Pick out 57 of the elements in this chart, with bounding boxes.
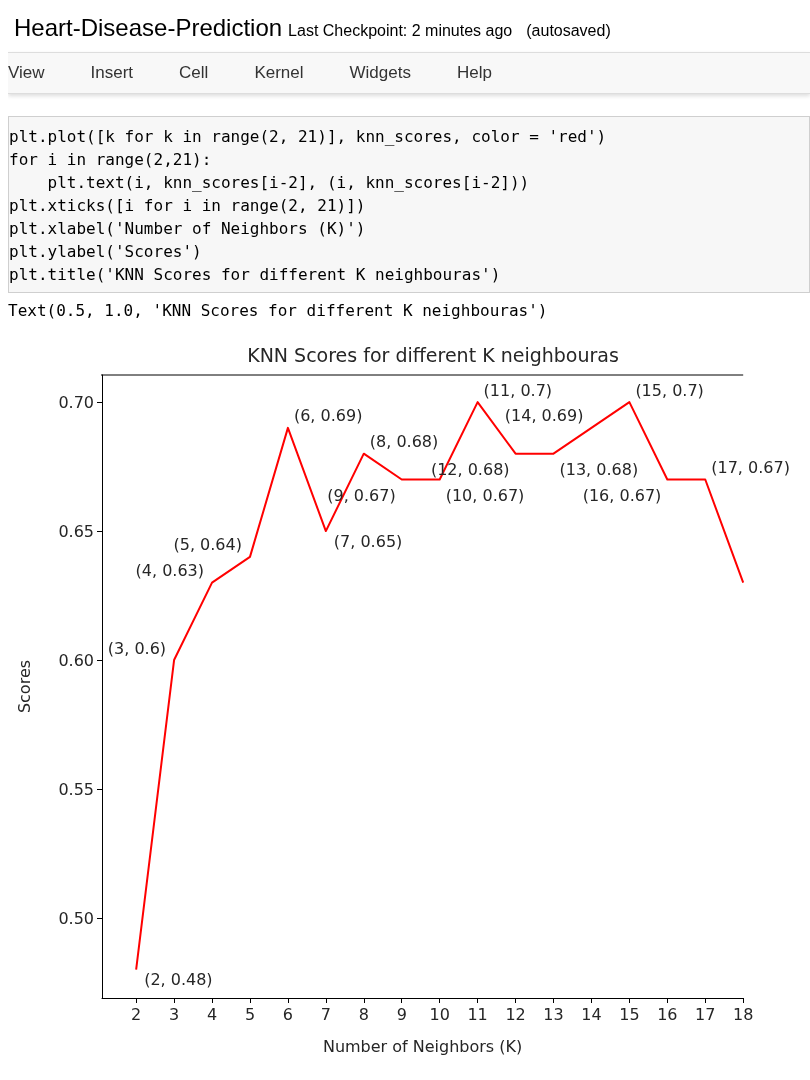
line-series (135, 401, 745, 971)
y-tick-label: 0.60 (58, 650, 94, 670)
data-label: (15, 0.7) (635, 380, 704, 400)
data-label: (14, 0.69) (504, 406, 584, 426)
x-tick-label: 13 (543, 1004, 564, 1024)
text: Insert (90, 63, 134, 83)
data-label: (13, 0.68) (559, 460, 639, 480)
y-axis-title: Scores (14, 659, 34, 714)
text: plt.xticks([i for i in range(2, 21)]) (9, 195, 367, 217)
text: Widgets (349, 63, 411, 83)
x-tick-label: 17 (695, 1004, 716, 1024)
text: Cell (179, 63, 209, 83)
x-tick-label: 11 (467, 1004, 488, 1024)
y-tick-label: 0.70 (58, 392, 94, 412)
data-label: (17, 0.67) (711, 457, 790, 477)
x-tick-label: 7 (320, 1004, 331, 1024)
x-tick-label: 5 (244, 1004, 256, 1024)
x-tick-label: 8 (358, 1004, 369, 1024)
x-tick-label: 6 (282, 1004, 293, 1024)
x-tick-label: 14 (581, 1004, 602, 1024)
text: plt.text(i, knn_scores[i-2], (i, knn_scores[i-2])) (46, 172, 531, 194)
chart-title: KNN Scores for different K neighbouras (247, 343, 619, 366)
data-label: (11, 0.7) (483, 380, 553, 400)
data-label: (4, 0.63) (135, 561, 205, 581)
data-label: (7, 0.65) (333, 531, 403, 551)
data-label: (3, 0.6) (107, 638, 167, 658)
x-tick-label: 4 (206, 1004, 218, 1024)
x-tick-label: 18 (733, 1004, 754, 1024)
text: plt.xlabel('Number of Neighbors (K)') (9, 218, 367, 240)
data-label: (5, 0.64) (173, 535, 242, 555)
text: Text(0.5, 1.0, 'KNN Scores for different K neighbouras') (8, 301, 549, 320)
y-tick-label: 0.65 (58, 521, 94, 541)
y-tick-label: 0.50 (58, 908, 94, 928)
data-label: (16, 0.67) (582, 485, 662, 505)
data-label: (10, 0.67) (445, 485, 525, 505)
text: Help (456, 63, 492, 83)
x-tick-label: 10 (429, 1004, 450, 1024)
x-tick-label: 16 (657, 1004, 678, 1024)
text: View (8, 63, 45, 83)
text: Kernel (254, 63, 304, 83)
text: for i in range(2,21): (9, 149, 213, 171)
data-label: (6, 0.69) (293, 406, 363, 426)
text: Heart-Disease-Prediction (14, 14, 283, 42)
text: (autosaved) (526, 22, 611, 40)
data-label: (8, 0.68) (369, 432, 439, 452)
text: plt.ylabel('Scores') (9, 241, 203, 263)
data-label: (2, 0.48) (144, 970, 213, 990)
y-tick-label: 0.55 (58, 779, 94, 799)
x-tick-label: 12 (505, 1004, 526, 1024)
x-tick-label: 9 (396, 1004, 407, 1024)
text: Last Checkpoint: 2 minutes ago (288, 22, 513, 40)
x-axis-title: Number of Neighbors (K) (322, 1036, 523, 1056)
x-tick-label: 3 (168, 1004, 180, 1024)
text: plt.title('KNN Scores for different K neighbouras') (9, 264, 502, 286)
x-tick-label: 2 (131, 1004, 142, 1024)
x-tick-label: 15 (619, 1004, 640, 1024)
text: plt.plot([k for k in range(2, 21)], knn_scores, color = 'red') (9, 126, 608, 148)
